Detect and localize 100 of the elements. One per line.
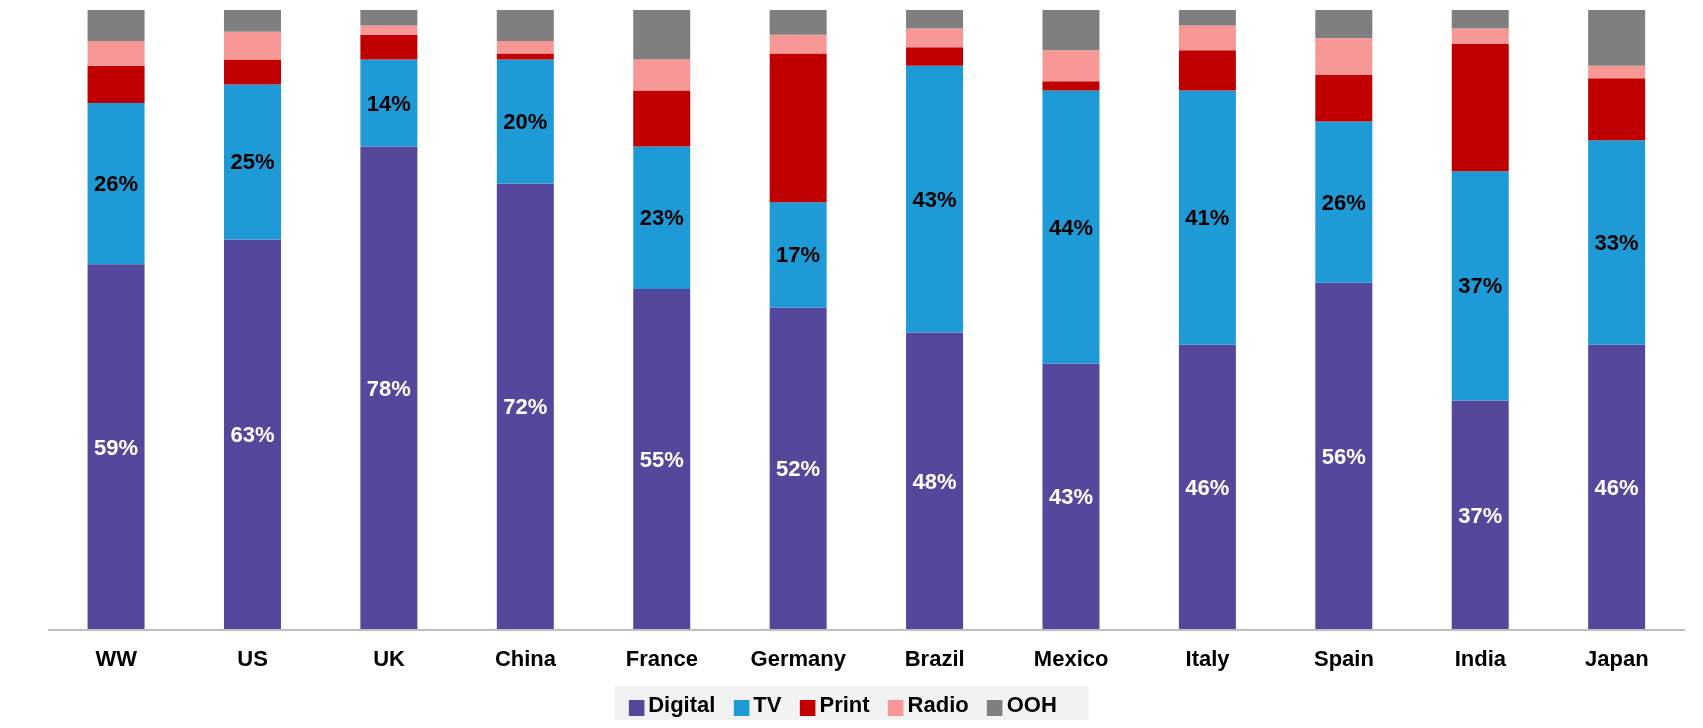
bar <box>223 10 281 32</box>
data-label: 26% <box>94 171 139 197</box>
bar <box>1588 344 1646 630</box>
data-label: 59% <box>94 434 139 460</box>
data-label: 14% <box>366 90 411 116</box>
x-tick-label: China <box>494 645 557 671</box>
legend-label: OOH <box>1006 692 1057 717</box>
bar <box>496 10 554 41</box>
legend-label: Digital <box>648 692 716 717</box>
bar <box>769 53 827 203</box>
data-label: 23% <box>639 205 684 231</box>
bar <box>1451 28 1509 45</box>
x-tick-label: WW <box>95 645 138 671</box>
bar <box>87 41 145 66</box>
bar <box>360 25 418 35</box>
bar <box>1451 400 1509 630</box>
x-tick-label: Japan <box>1584 645 1649 671</box>
bar <box>633 90 691 147</box>
bar <box>769 307 827 630</box>
data-label: 17% <box>776 242 821 268</box>
data-label: 72% <box>503 394 548 420</box>
bar <box>633 10 691 60</box>
data-label: 37% <box>1458 273 1503 299</box>
bar <box>1178 50 1236 91</box>
bar <box>87 10 145 41</box>
bar <box>1588 140 1646 345</box>
data-label: 48% <box>912 468 957 494</box>
bar <box>906 65 964 333</box>
bar <box>1178 10 1236 26</box>
data-label: 33% <box>1594 230 1639 255</box>
bar <box>633 146 691 289</box>
legend-label: Radio <box>907 692 969 717</box>
bar <box>496 59 554 184</box>
bar <box>1451 171 1509 401</box>
bar <box>223 84 281 240</box>
data-label: 26% <box>1321 189 1366 215</box>
data-label: 43% <box>1048 484 1093 510</box>
bar <box>87 103 145 265</box>
x-tick-label: Spain <box>1314 645 1374 671</box>
bar <box>496 41 554 54</box>
data-label: 63% <box>230 422 275 448</box>
bar <box>1315 121 1373 283</box>
data-label: 41% <box>1185 205 1230 231</box>
bar <box>1042 90 1100 364</box>
bar <box>1315 75 1373 122</box>
data-label: 44% <box>1048 214 1093 240</box>
data-label: 46% <box>1594 474 1639 500</box>
data-label: 43% <box>912 186 957 212</box>
data-label: 52% <box>776 456 821 482</box>
bar <box>1042 50 1100 82</box>
bar <box>1451 44 1509 172</box>
bar <box>1315 10 1373 38</box>
bar <box>223 239 281 630</box>
bar <box>1042 81 1100 91</box>
bar <box>223 59 281 85</box>
bar <box>1451 10 1509 29</box>
bar <box>496 53 554 60</box>
bar <box>1315 37 1373 76</box>
bar <box>1178 90 1236 345</box>
data-label: 37% <box>1458 502 1503 528</box>
bar <box>769 202 827 308</box>
bar <box>769 10 827 35</box>
data-label: 55% <box>639 447 684 472</box>
x-tick-label: UK <box>373 645 406 671</box>
bar <box>360 10 418 26</box>
bar <box>1588 65 1646 79</box>
bar <box>1588 78 1646 141</box>
data-label: 25% <box>230 149 275 175</box>
bar <box>360 59 418 147</box>
bar <box>1178 344 1236 630</box>
bar <box>906 47 964 66</box>
bar <box>1042 363 1100 630</box>
bar <box>906 332 964 630</box>
bar <box>769 34 827 54</box>
bar <box>1315 282 1373 630</box>
bar <box>223 31 281 60</box>
x-tick-label: Germany <box>750 645 847 671</box>
data-label: 46% <box>1185 474 1230 500</box>
data-label: 78% <box>366 375 411 401</box>
bar <box>1588 10 1646 66</box>
x-tick-label: Italy <box>1185 645 1231 671</box>
legend-label: TV <box>753 692 782 717</box>
data-label: 56% <box>1321 443 1366 469</box>
x-tick-label: Mexico <box>1033 645 1109 671</box>
bar <box>906 28 964 48</box>
bar <box>633 289 691 630</box>
bar <box>87 264 145 630</box>
bar <box>87 65 145 103</box>
data-label: 20% <box>503 109 548 135</box>
x-tick-label: US <box>237 645 268 671</box>
bar <box>360 146 418 630</box>
bar <box>1178 25 1236 51</box>
x-tick-label: Brazil <box>904 645 965 671</box>
bar <box>360 34 418 60</box>
bar <box>496 183 554 630</box>
bar <box>633 59 691 91</box>
x-tick-label: India <box>1454 645 1507 671</box>
x-tick-label: France <box>625 645 698 671</box>
bar <box>1042 10 1100 51</box>
legend-label: Print <box>819 692 870 717</box>
